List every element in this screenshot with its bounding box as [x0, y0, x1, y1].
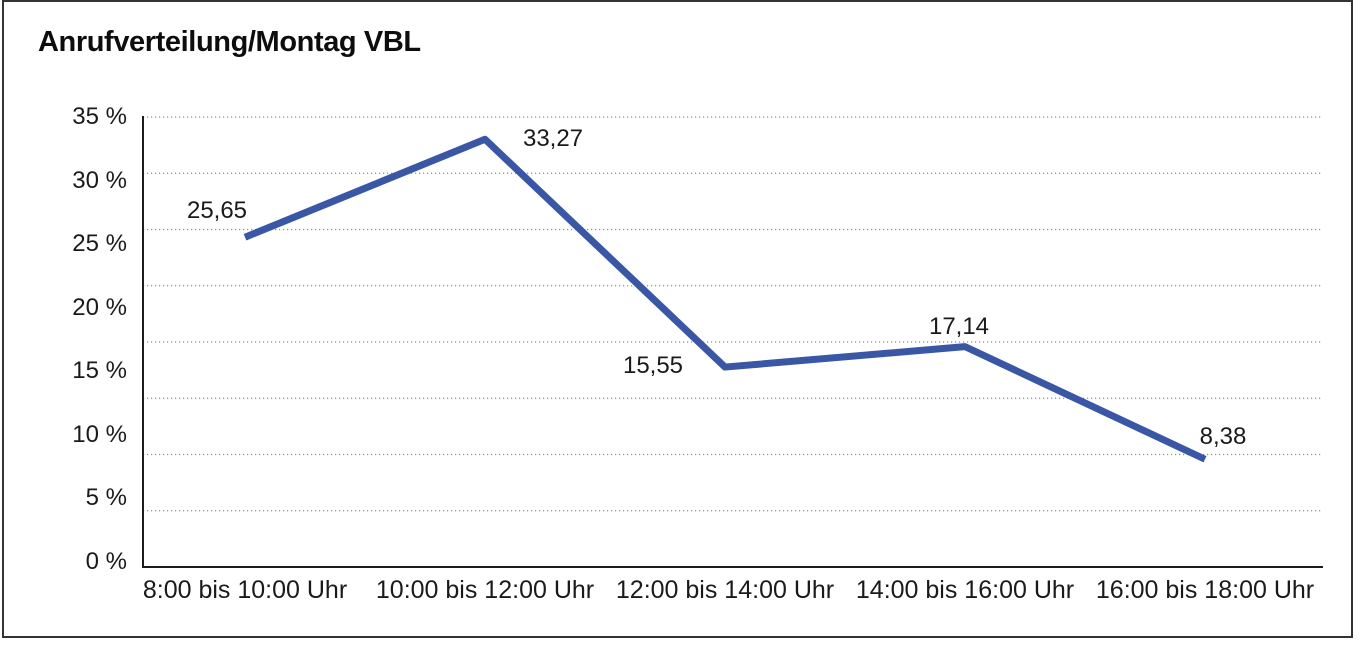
data-point-label: 8,38	[1199, 423, 1247, 451]
y-tick-label: 35 %	[72, 103, 127, 130]
y-tick-label: 15 %	[72, 357, 127, 385]
data-point-label: 25,65	[186, 197, 248, 225]
y-tick-label: 5 %	[85, 484, 127, 512]
data-point-label: 17,14	[928, 312, 990, 340]
y-tick-label: 25 %	[72, 230, 127, 258]
x-category-label: 12:00 bis 14:00 Uhr	[615, 576, 835, 604]
x-category-label: 10:00 bis 12:00 Uhr	[375, 576, 595, 604]
series-line	[243, 135, 1207, 463]
x-category-label: 16:00 bis 18:00 Uhr	[1095, 576, 1315, 604]
y-tick-label: 0 %	[85, 548, 127, 575]
data-point-label: 15,55	[622, 352, 684, 380]
y-tick-label: 30 %	[72, 166, 127, 194]
y-tick-label: 10 %	[72, 420, 127, 448]
y-tick-label: 20 %	[72, 293, 127, 321]
x-category-label: 8:00 bis 10:00 Uhr	[142, 576, 348, 604]
x-category-label: 14:00 bis 16:00 Uhr	[855, 576, 1075, 604]
chart-title: Anrufverteilung/Montag VBL	[38, 26, 421, 58]
data-point-label: 33,27	[522, 125, 584, 153]
